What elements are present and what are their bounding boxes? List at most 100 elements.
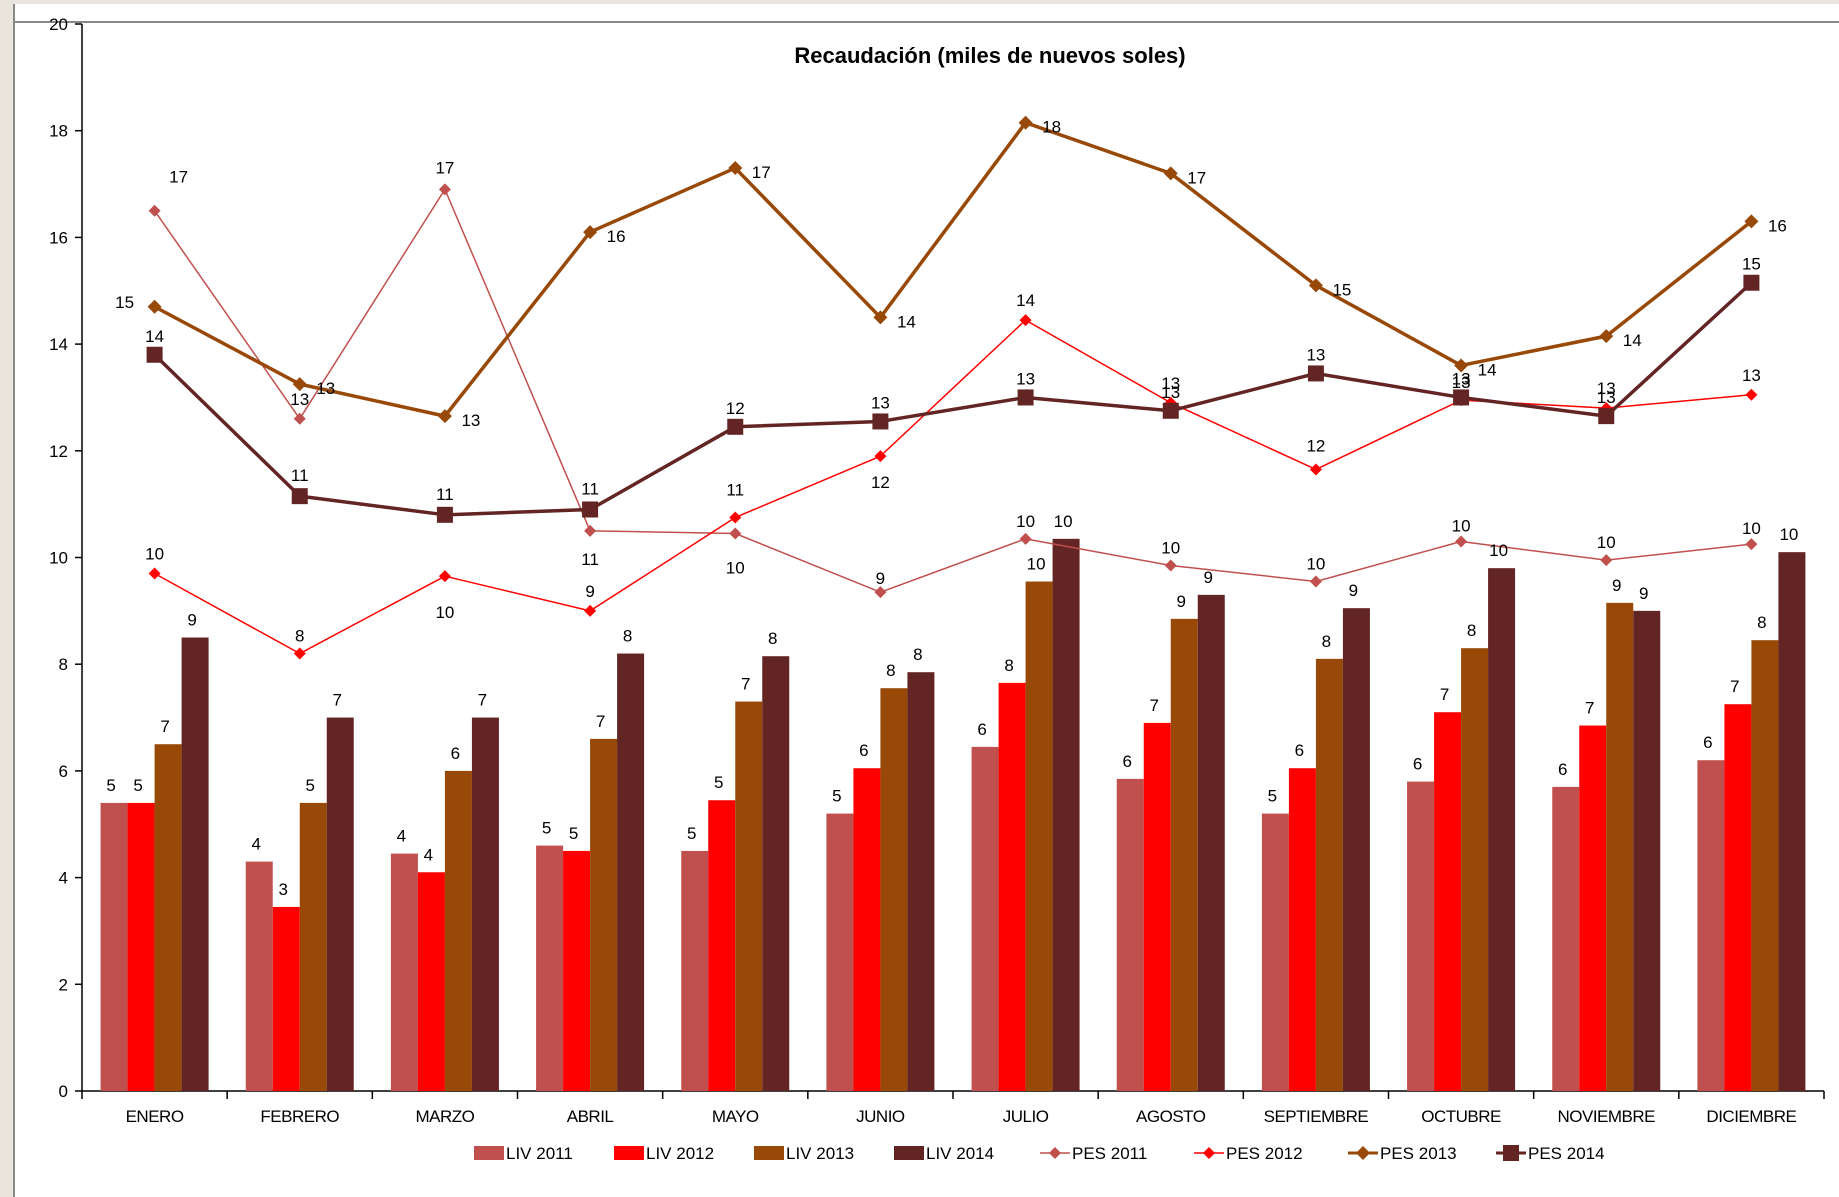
bar-liv-2014-diciembre [1778,552,1806,1091]
point-pes-2012-mayo [729,511,742,524]
bar-liv-2013-febrero [299,802,327,1091]
legend-item-liv-2013: LIV 2013 [754,1144,854,1163]
line-label-pes-2014: 13 [1306,345,1325,364]
bar-liv-2011-noviembre [1552,786,1580,1091]
bar-label-liv-2014: 7 [333,691,342,710]
line-label-pes-2012: 9 [585,582,594,601]
bar-label-liv-2012: 7 [1150,696,1159,715]
line-label-pes-2011: 10 [1597,533,1616,552]
bar-liv-2014-agosto [1197,594,1225,1091]
bar-label-liv-2014: 9 [1639,584,1648,603]
legend-label: LIV 2011 [506,1144,573,1163]
bar-label-liv-2013: 10 [1027,555,1046,574]
line-label-pes-2011: 10 [1161,539,1180,558]
legend-marker [1503,1145,1519,1161]
point-pes-2013-diciembre [1744,214,1759,229]
x-tick-label-junio: JUNIO [856,1107,905,1126]
legend-item-pes-2012: PES 2012 [1194,1144,1303,1163]
bar-label-liv-2011: 5 [1268,787,1277,806]
y-tick-label: 10 [49,549,68,568]
bar-label-liv-2012: 3 [279,880,288,899]
line-label-pes-2011: 10 [1306,555,1325,574]
point-pes-2011-octubre [1455,535,1468,548]
line-label-pes-2014: 11 [436,485,454,504]
bar-label-liv-2014: 10 [1779,525,1798,544]
bar-label-liv-2012: 7 [1730,677,1739,696]
x-tick-label-enero: ENERO [126,1107,184,1126]
bar-liv-2014-marzo [471,717,499,1091]
point-pes-2014-mayo [727,418,744,435]
legend-label: LIV 2012 [646,1144,714,1163]
bar-liv-2014-julio [1052,538,1080,1091]
bar-label-liv-2014: 9 [1204,568,1213,587]
bar-liv-2011-mayo [681,850,709,1091]
point-pes-2014-abril [582,501,599,518]
point-pes-2013-julio [1018,115,1033,130]
legend-item-liv-2014: LIV 2014 [894,1144,994,1163]
bar-liv-2013-abril [590,738,618,1091]
x-tick-label-julio: JULIO [1003,1107,1049,1126]
x-tick-label-octubre: OCTUBRE [1421,1107,1501,1126]
bar-label-liv-2013: 9 [1177,592,1186,611]
point-pes-2012-abril [584,604,597,617]
bar-label-liv-2011: 5 [687,824,696,843]
line-label-pes-2013: 15 [115,293,134,312]
line-label-pes-2013: 14 [1478,360,1497,379]
axes: 0 2 4 6 8 10 12 14 16 18 20 ENERO FEBRERO MARZO ABRIL M… [49,15,1825,1126]
bar-liv-2014-noviembre [1633,610,1661,1091]
bar-liv-2011-febrero [245,861,273,1091]
point-pes-2014-enero [146,346,163,363]
bar-label-liv-2013: 8 [1467,621,1476,640]
legend-item-liv-2011: LIV 2011 [474,1144,573,1163]
bar-liv-2012-agosto [1143,722,1171,1091]
chart-title: Recaudación (miles de nuevos soles) [794,43,1185,68]
point-pes-2013-septiembre [1308,278,1323,293]
line-pes-2013 [153,120,1753,418]
bar-label-liv-2014: 8 [768,629,777,648]
line-label-pes-2012: 12 [871,473,890,492]
bar-liv-2012-julio [998,682,1026,1091]
point-pes-2012-julio [1019,314,1032,327]
bar-label-liv-2011: 6 [1413,755,1422,774]
bar-liv-2014-junio [907,672,935,1091]
bar-liv-2011-abril [536,845,564,1091]
line-label-pes-2013: 17 [1187,168,1206,187]
line-label-pes-2012: 14 [1016,291,1035,310]
legend-label: LIV 2013 [786,1144,854,1163]
legend-swatch [474,1146,504,1160]
bar-liv-2012-abril [563,850,591,1091]
bar-label-liv-2012: 5 [133,776,142,795]
y-tick-label: 12 [49,442,68,461]
bar-label-liv-2013: 7 [160,717,169,736]
bar-liv-2012-noviembre [1579,725,1607,1091]
bar-label-liv-2012: 4 [424,845,433,864]
line-label-pes-2013: 13 [461,411,480,430]
y-tick-label: 6 [59,762,68,781]
bar-liv-2013-octubre [1461,648,1489,1091]
y-tick-label: 16 [49,228,68,247]
line-label-pes-2013: 18 [1042,118,1061,137]
line-label-pes-2014: 13 [871,393,890,412]
point-pes-2011-enero [148,204,161,217]
bar-label-liv-2012: 6 [1295,741,1304,760]
x-tick-label-noviembre: NOVIEMBRE [1557,1107,1655,1126]
point-pes-2013-octubre [1454,358,1469,373]
line-label-pes-2014: 12 [726,399,745,418]
bar-label-liv-2011: 5 [106,776,115,795]
line-label-pes-2011: 9 [876,569,885,588]
bar-liv-2013-junio [880,688,908,1091]
bar-liv-2012-octubre [1434,712,1462,1091]
bar-liv-2011-enero [100,802,128,1091]
bar-liv-2013-septiembre [1315,658,1343,1091]
point-pes-2013-febrero [292,377,307,392]
point-pes-2011-marzo [438,183,451,196]
point-pes-2013-abril [583,225,598,240]
bar-liv-2012-enero [127,802,155,1091]
line-label-pes-2013: 16 [607,227,626,246]
bar-label-liv-2014: 9 [1349,581,1358,600]
y-tick-label: 0 [59,1082,68,1101]
line-label-pes-2014: 11 [291,466,309,485]
point-pes-2011-febrero [293,412,306,425]
line-label-pes-2014: 13 [1597,388,1616,407]
